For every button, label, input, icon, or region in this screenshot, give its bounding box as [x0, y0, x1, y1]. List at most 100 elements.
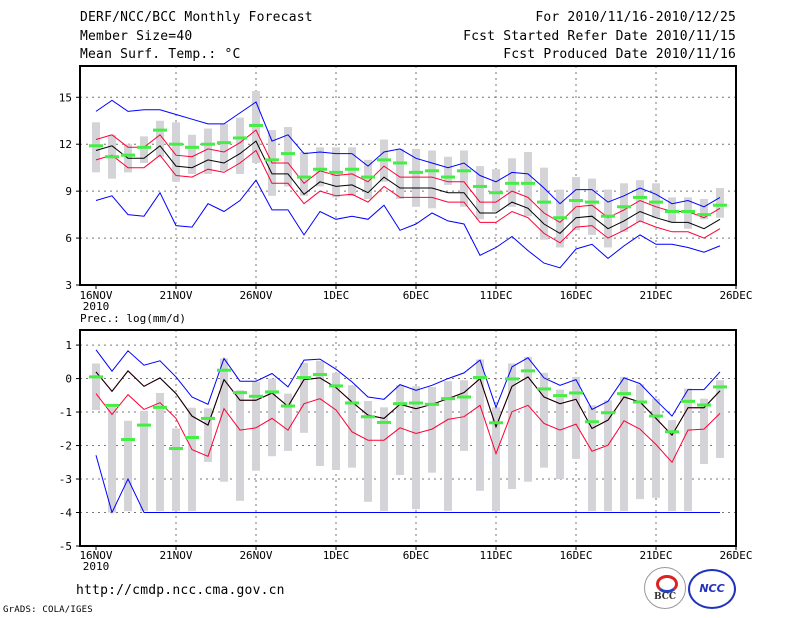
control-run-mark — [105, 155, 119, 159]
ensemble-range-bar — [108, 405, 116, 513]
ensemble-range-bar — [588, 178, 596, 235]
ensemble-range-bar — [172, 428, 180, 512]
x-tick-label: 16NOV — [79, 289, 112, 302]
control-run-mark — [281, 404, 295, 408]
control-run-mark — [473, 376, 487, 380]
ensemble-range-bar — [220, 358, 228, 482]
fcst-produced-date: Fcst Produced Date 2010/11/16 — [503, 47, 736, 62]
x-tick-label: 16NOV — [79, 549, 112, 562]
control-run-mark — [361, 415, 375, 419]
control-run-mark — [553, 394, 567, 398]
ensemble-range-bar — [316, 360, 324, 466]
ensemble-range-bar — [300, 152, 308, 196]
ensemble-range-bar — [348, 385, 356, 468]
control-run-mark — [105, 403, 119, 407]
control-run-mark — [713, 385, 727, 389]
ensemble-range-bar — [412, 386, 420, 510]
ensemble-range-bar — [220, 123, 228, 171]
control-run-mark — [425, 402, 439, 406]
x-tick-label: 6DEC — [403, 549, 430, 562]
control-run-mark — [697, 403, 711, 407]
x-tick-label: 11DEC — [479, 289, 512, 302]
control-run-mark — [153, 128, 167, 132]
control-run-mark — [121, 153, 135, 157]
plot-frame — [79, 329, 737, 547]
series-line-min — [95, 179, 721, 269]
ensemble-range-bar — [188, 134, 196, 174]
fcst-started-date: Fcst Started Refer Date 2010/11/15 — [463, 29, 736, 44]
ensemble-range-bar — [316, 147, 324, 187]
control-run-mark — [425, 169, 439, 173]
control-run-mark — [89, 375, 103, 379]
y-tick-label: 9 — [65, 185, 72, 198]
chart-title: DERF/NCC/BCC Monthly Forecast — [80, 10, 313, 25]
ensemble-range-bar — [92, 122, 100, 173]
ensemble-range-bar — [188, 407, 196, 512]
control-run-mark — [377, 158, 391, 162]
control-run-mark — [489, 421, 503, 425]
y-tick-label: -3 — [59, 473, 72, 486]
control-run-mark — [217, 368, 231, 372]
control-run-mark — [393, 402, 407, 406]
y-tick-label: -2 — [59, 440, 72, 453]
x-tick-label: 11DEC — [479, 549, 512, 562]
series-line-upper — [95, 129, 721, 224]
ensemble-range-bar — [524, 356, 532, 482]
control-run-mark — [409, 170, 423, 174]
ensemble-range-bar — [428, 150, 436, 209]
control-run-mark — [553, 216, 567, 220]
control-run-mark — [473, 184, 487, 188]
control-run-mark — [297, 376, 311, 380]
ensemble-range-bar — [492, 169, 500, 212]
ensemble-range-bar — [204, 408, 212, 462]
ensemble-range-bar — [268, 378, 276, 457]
x-tick-label: 21DEC — [639, 549, 672, 562]
y-tick-label: 6 — [65, 232, 72, 245]
x-tick-label: 16DEC — [559, 549, 592, 562]
control-run-mark — [569, 199, 583, 203]
source-url[interactable]: http://cmdp.ncc.cma.gov.cn — [76, 583, 285, 598]
control-run-mark — [505, 181, 519, 185]
ensemble-range-bar — [380, 407, 388, 512]
control-run-mark — [185, 435, 199, 439]
series-line-mean — [95, 370, 721, 437]
control-run-mark — [201, 142, 215, 146]
control-run-mark — [265, 390, 279, 394]
panel-title: Prec.: log(mm/d) — [80, 312, 186, 325]
control-run-mark — [681, 399, 695, 403]
control-run-mark — [121, 438, 135, 442]
control-run-mark — [361, 175, 375, 179]
ensemble-range-bar — [556, 389, 564, 480]
control-run-mark — [585, 420, 599, 424]
ensemble-range-bar — [348, 147, 356, 196]
control-run-mark — [409, 401, 423, 405]
ensemble-range-bar — [620, 376, 628, 512]
ensemble-range-bar — [476, 166, 484, 220]
ensemble-range-bar — [284, 393, 292, 451]
ensemble-range-bar — [332, 372, 340, 470]
bcc-logo-text: BCC — [653, 592, 677, 602]
control-run-mark — [89, 144, 103, 148]
ensemble-range-bar — [652, 398, 660, 498]
x-tick-label: 26DEC — [719, 289, 752, 302]
panel-precipitation: -5 -4 -3 -2 -1 0 1 16NOV 21NOV 26NOV 1DEC 6DEC 11DEC… — [59, 312, 753, 573]
control-run-mark — [281, 152, 295, 156]
control-run-mark — [585, 200, 599, 204]
control-run-mark — [345, 167, 359, 171]
ensemble-range-bar — [700, 398, 708, 464]
x-tick-label: 21NOV — [159, 549, 192, 562]
ensemble-range-bar — [508, 363, 516, 490]
series-line-mean — [95, 140, 721, 235]
ensemble-range-bar — [476, 359, 484, 491]
x-tick-label: 26DEC — [719, 549, 752, 562]
ensemble-range-bar — [652, 183, 660, 218]
x-year-label: 2010 — [83, 560, 110, 573]
control-run-mark — [185, 145, 199, 149]
control-run-mark — [345, 401, 359, 405]
ensemble-range-bar — [236, 390, 244, 501]
x-tick-label: 26NOV — [239, 289, 272, 302]
control-run-mark — [649, 200, 663, 204]
control-run-mark — [441, 397, 455, 401]
control-run-mark — [537, 387, 551, 391]
x-tick-label: 6DEC — [403, 289, 430, 302]
